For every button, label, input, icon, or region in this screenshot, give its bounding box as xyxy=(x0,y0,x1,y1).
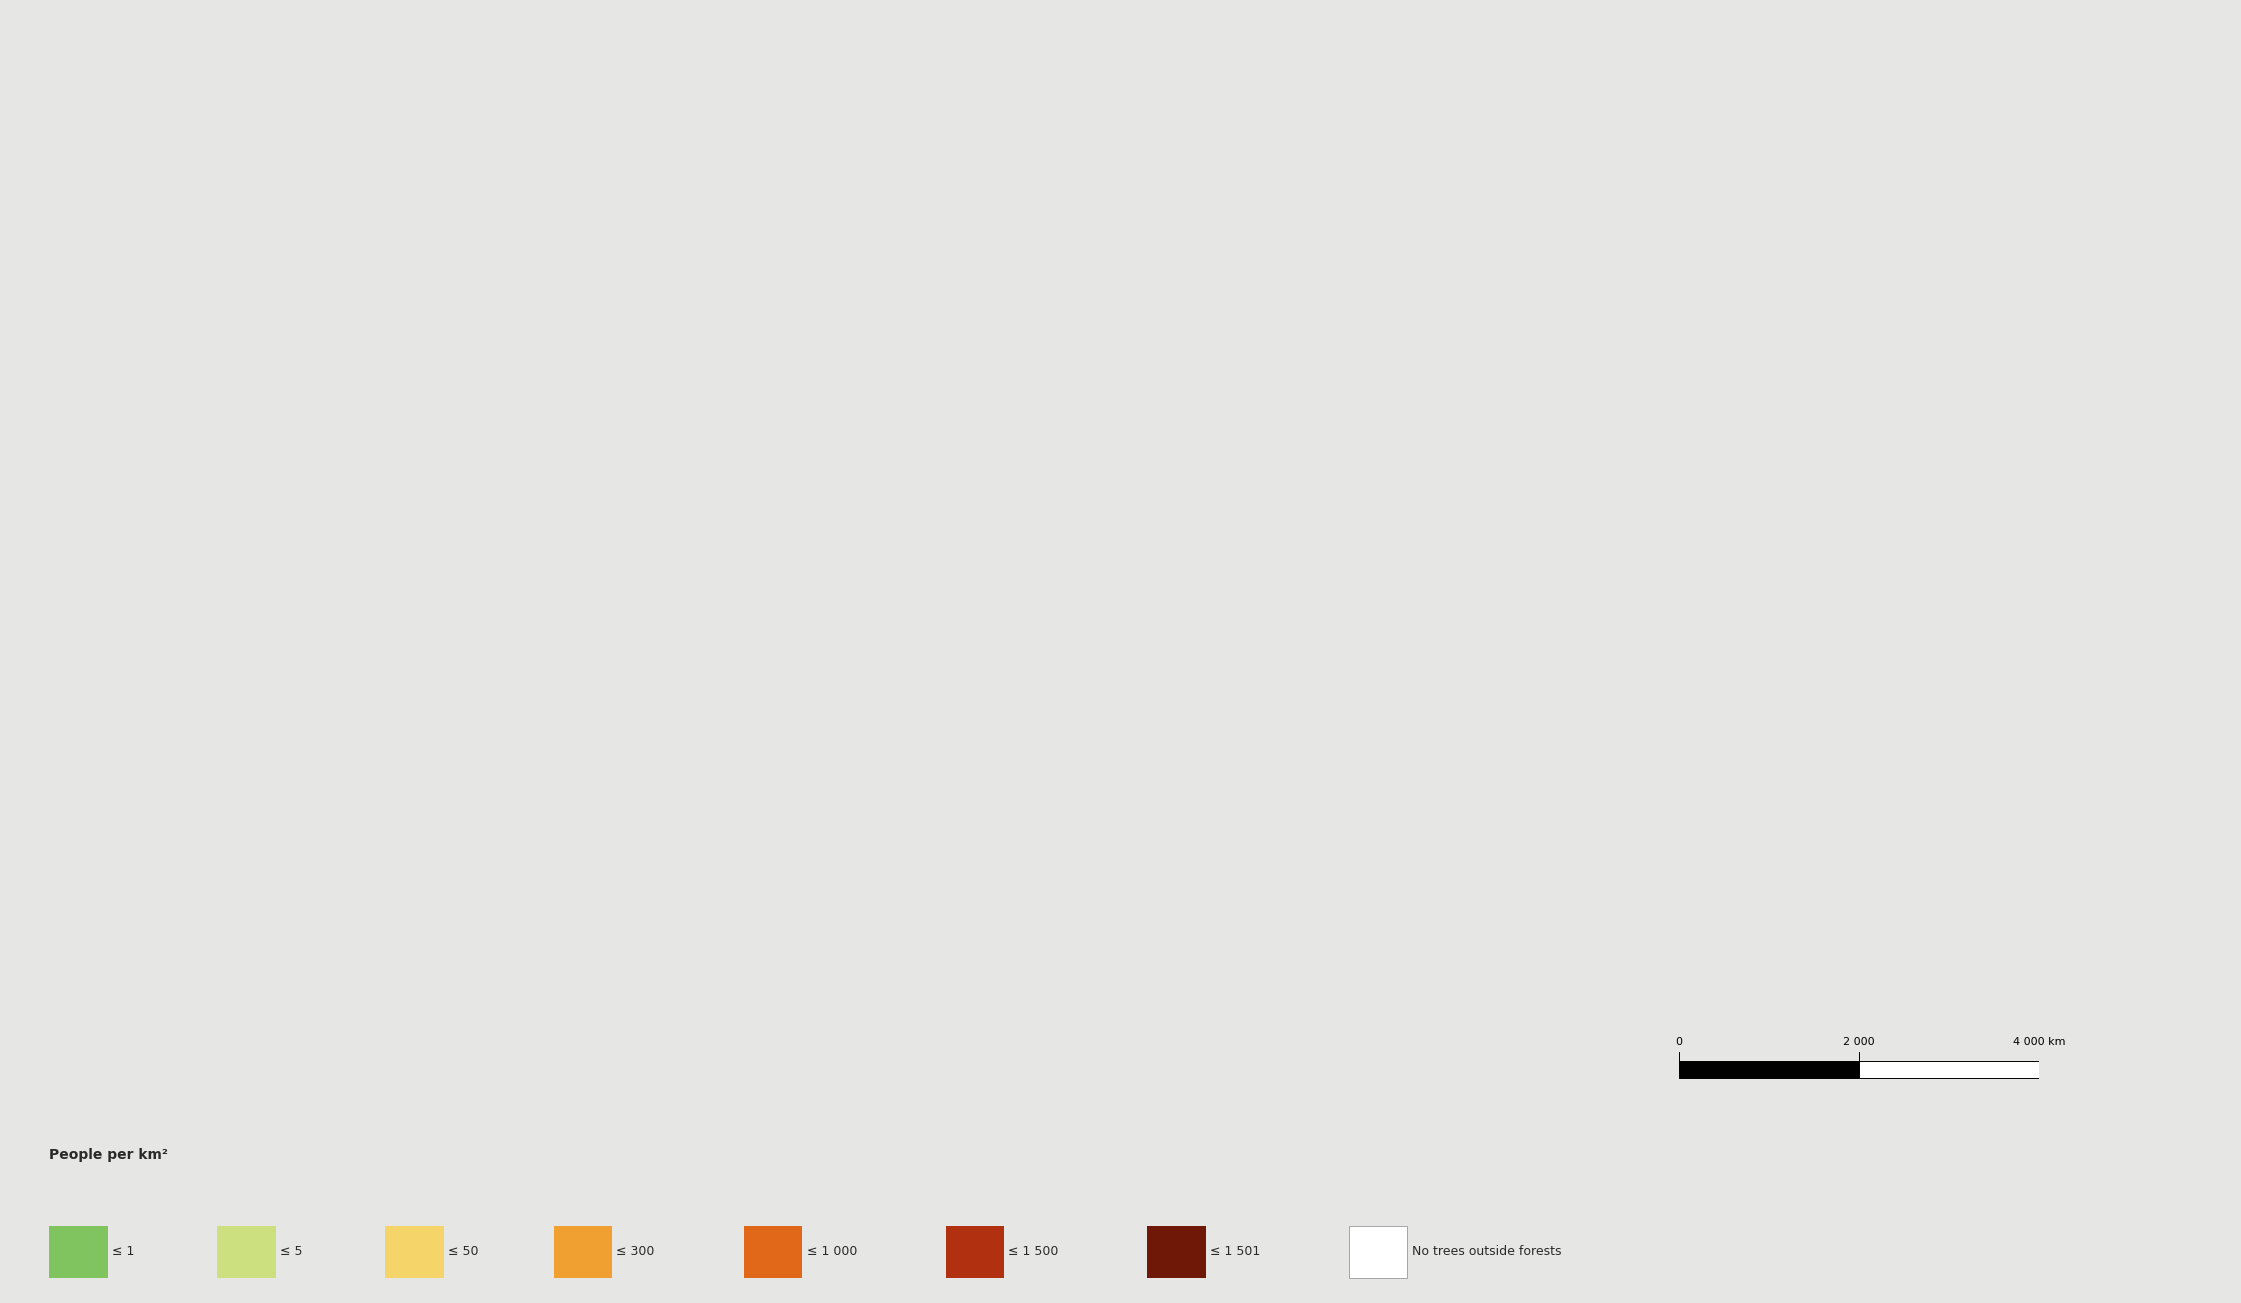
Text: ≤ 300: ≤ 300 xyxy=(616,1246,654,1259)
Bar xyxy=(1349,1226,1407,1278)
Text: ≤ 5: ≤ 5 xyxy=(280,1246,303,1259)
Text: People per km²: People per km² xyxy=(49,1148,168,1162)
Bar xyxy=(744,1226,802,1278)
Text: ≤ 50: ≤ 50 xyxy=(448,1246,480,1259)
Bar xyxy=(385,1226,444,1278)
Text: ≤ 1 000: ≤ 1 000 xyxy=(807,1246,856,1259)
Text: ≤ 1: ≤ 1 xyxy=(112,1246,134,1259)
Bar xyxy=(1679,1061,1860,1078)
Text: ≤ 1 501: ≤ 1 501 xyxy=(1210,1246,1259,1259)
Bar xyxy=(49,1226,108,1278)
Bar xyxy=(1147,1226,1206,1278)
Text: 0: 0 xyxy=(1674,1037,1683,1046)
Bar xyxy=(554,1226,612,1278)
Bar xyxy=(1858,1061,2039,1078)
Bar xyxy=(217,1226,276,1278)
Text: ≤ 1 500: ≤ 1 500 xyxy=(1008,1246,1058,1259)
Bar xyxy=(946,1226,1004,1278)
Text: 2 000: 2 000 xyxy=(1842,1037,1876,1046)
Text: No trees outside forests: No trees outside forests xyxy=(1412,1246,1562,1259)
Text: 4 000 km: 4 000 km xyxy=(2012,1037,2066,1046)
